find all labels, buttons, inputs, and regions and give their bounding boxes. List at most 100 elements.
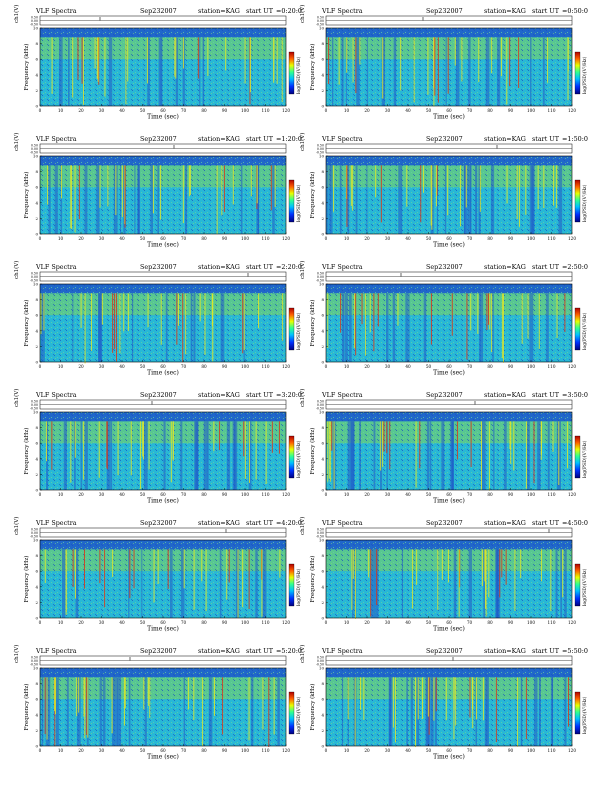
waveform-tick-label: 0.00 (317, 19, 324, 23)
y-tick-label: 10 (319, 538, 325, 543)
y-tick-label: 4 (35, 456, 38, 461)
x-tick-label: 110 (262, 620, 270, 625)
y-tick-label: 6 (321, 441, 324, 446)
spectrogram-quiet-column (99, 677, 102, 746)
spectrogram-quiet-column (226, 421, 231, 490)
y-tick-label: 2 (321, 600, 324, 605)
spectrogram-sferic (359, 37, 361, 65)
spectrogram-quiet-column (96, 165, 100, 234)
spectrogram-sferic (175, 37, 177, 79)
spectrogram-quiet-column (441, 421, 445, 490)
spectrogram-sferic (543, 165, 545, 208)
spectrogram-quiet-column (478, 165, 481, 234)
waveform-ylabel: ch1(V) (299, 261, 306, 279)
waveform-tick-label: 0.50 (31, 144, 38, 148)
spectrogram-sferic (417, 677, 419, 720)
spectrogram-sferic (147, 293, 149, 328)
spectrogram-sferic (74, 549, 76, 599)
waveform-tick-label: -0.50 (30, 279, 38, 283)
panel-start-time: =5:20:0 (276, 647, 302, 655)
colorbar-label: log(PSD)(V²/Hz) (581, 56, 588, 94)
spectrogram-quiet-column (54, 165, 58, 234)
spectrogram-quiet-column (326, 165, 329, 234)
spectrogram-sferic (419, 421, 421, 469)
panel-date: Sep232007 (140, 135, 177, 143)
y-tick-label: 2 (35, 216, 38, 221)
spectrogram-sferic (96, 37, 98, 79)
spectrogram-sferic (133, 549, 135, 589)
spectrogram-sferic (338, 37, 340, 85)
spectrogram-quiet-column (405, 293, 408, 362)
waveform-ylabel: ch1(V) (299, 5, 306, 23)
spectrogram-quiet-column (564, 549, 567, 618)
spectrogram-sferic (470, 421, 472, 467)
spectrogram-sferic (129, 549, 131, 599)
x-tick-label: 0 (39, 108, 42, 113)
x-tick-label: 0 (39, 364, 42, 369)
y-tick-label: 6 (35, 569, 38, 574)
spectrogram-sferic (369, 293, 371, 333)
x-tick-label: 110 (548, 620, 556, 625)
spectrogram-sferic (400, 37, 402, 91)
x-tick-label: 110 (262, 108, 270, 113)
spectrogram-quiet-column (451, 421, 453, 490)
panel-station: station=KAG (198, 7, 240, 15)
x-tick-label: 40 (119, 492, 125, 497)
x-tick-label: 90 (222, 492, 228, 497)
spectrogram-sferic (99, 549, 101, 584)
spectrogram-quiet-column (219, 549, 222, 618)
spectrogram-sferic (333, 165, 335, 212)
spectrogram-sferic (90, 293, 92, 351)
spectrogram-sferic (54, 677, 56, 747)
waveform-tick-label: 0.00 (31, 531, 38, 535)
spectrogram-sferic (421, 677, 423, 719)
spectrogram-quiet-column (80, 421, 83, 490)
y-tick-label: 8 (321, 41, 324, 46)
spectrogram-sferic (124, 677, 126, 709)
spectrogram-sferic (61, 165, 63, 199)
y-tick-label: 8 (35, 41, 38, 46)
spectrogram-noise (40, 28, 286, 106)
panel-title: VLF Spectra (321, 263, 363, 271)
spectrogram-sferic (72, 37, 74, 98)
spectrogram-noise (40, 284, 286, 362)
spectrogram-sferic (104, 549, 106, 608)
spectrogram-sferic (143, 677, 145, 710)
spectrogram-panel: VLF Spectra Sep232007 station=KAG start UT =… (299, 517, 588, 633)
x-tick-label: 50 (426, 364, 432, 369)
x-tick-label: 20 (364, 364, 370, 369)
x-tick-label: 10 (58, 748, 64, 753)
x-tick-label: 100 (241, 620, 249, 625)
spectrogram-sferic (461, 37, 463, 82)
x-axis-label: Time (sec) (147, 498, 179, 505)
spectrogram-sferic (112, 293, 114, 353)
spectrogram-quiet-column (235, 549, 239, 618)
spectrogram-noise (326, 28, 572, 106)
x-tick-label: 0 (39, 748, 42, 753)
spectrogram-quiet-column (144, 677, 147, 746)
colorbar-label: log(PSD)(V²/Hz) (581, 312, 588, 350)
spectrogram-sferic (40, 293, 42, 335)
spectrogram-quiet-column (531, 165, 535, 234)
x-tick-label: 20 (364, 620, 370, 625)
spectrogram-quiet-column (49, 677, 51, 746)
waveform-tick-label: -0.50 (316, 663, 324, 667)
spectrogram-quiet-column (426, 421, 430, 490)
x-tick-label: 70 (467, 492, 473, 497)
spectrogram-sferic (250, 165, 252, 197)
spectrogram-sferic (354, 549, 356, 619)
x-tick-label: 30 (99, 108, 105, 113)
x-tick-label: 20 (78, 108, 84, 113)
spectrogram-sferic (140, 421, 142, 490)
y-tick-label: 10 (33, 26, 39, 31)
panel-station: station=KAG (484, 647, 526, 655)
x-tick-label: 110 (262, 748, 270, 753)
y-axis-label: Frequency (kHz) (23, 300, 30, 347)
spectrogram-sferic (226, 549, 228, 600)
spectrogram-sferic (177, 293, 179, 326)
spectrogram-sferic (207, 37, 209, 77)
spectrogram-quiet-column (181, 549, 185, 618)
x-axis-label: Time (sec) (433, 626, 465, 633)
spectrogram-quiet-column (408, 293, 410, 362)
spectrogram-quiet-column (203, 421, 208, 490)
